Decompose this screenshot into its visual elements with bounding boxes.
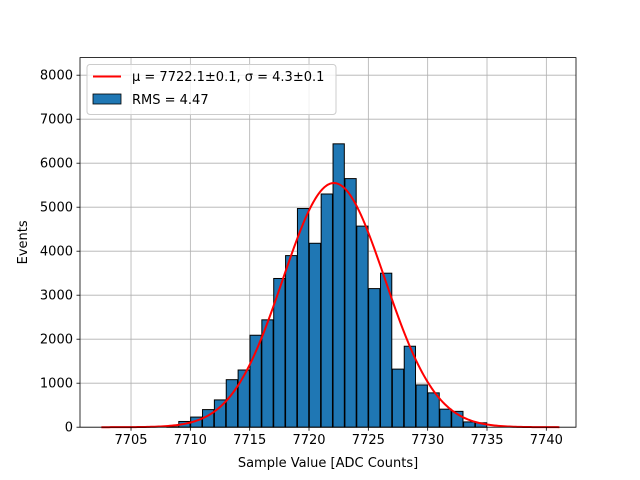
legend-hist-swatch	[92, 93, 122, 105]
y-tick-label: 2000	[40, 333, 73, 348]
histogram-bar	[261, 319, 274, 428]
x-tick-label: 7715	[233, 433, 266, 448]
histogram-bar	[296, 208, 310, 428]
x-tick-label: 7720	[292, 433, 325, 448]
legend: μ = 7722.1±0.1, σ = 4.3±0.1 RMS = 4.47	[86, 64, 337, 115]
y-tick-label: 0	[65, 421, 73, 436]
histogram-bar	[415, 384, 428, 428]
histogram-bar	[285, 255, 298, 428]
histogram-bar	[463, 421, 476, 428]
y-tick-label: 7000	[40, 113, 73, 128]
histogram-bar	[427, 392, 440, 428]
histogram-bar	[344, 178, 357, 428]
histogram-bar	[320, 193, 333, 428]
y-axis-ticks: 0 1000 2000 3000 4000 5000 6000 7000 8000	[40, 69, 80, 436]
histogram-bar	[308, 242, 322, 428]
x-axis-ticks: 7705 7710 7715 7720 7725 7730 7735 7740	[114, 427, 563, 448]
x-tick-label: 7730	[411, 433, 444, 448]
legend-hist-label: RMS = 4.47	[132, 93, 209, 108]
y-tick-label: 4000	[40, 245, 73, 260]
y-tick-label: 6000	[40, 157, 73, 172]
histogram-bar	[249, 334, 262, 428]
legend-box	[86, 64, 337, 115]
y-tick-label: 5000	[40, 201, 73, 216]
x-axis-label: Sample Value [ADC Counts]	[238, 456, 418, 471]
histogram-bars	[166, 143, 488, 428]
x-tick-label: 7725	[352, 433, 385, 448]
x-tick-label: 7735	[470, 433, 503, 448]
fit-curve-group	[101, 182, 560, 429]
legend-fit-label: μ = 7722.1±0.1, σ = 4.3±0.1	[132, 70, 324, 85]
histogram-bar	[225, 379, 239, 428]
x-tick-label: 7710	[174, 433, 207, 448]
x-tick-label: 7740	[530, 433, 563, 448]
histogram-bar	[368, 288, 381, 428]
y-tick-label: 8000	[40, 69, 73, 84]
gaussian-fit-curve	[101, 182, 560, 429]
y-tick-label: 1000	[40, 377, 73, 392]
plot-frame	[79, 57, 577, 428]
histogram-bar	[403, 345, 417, 428]
histogram-bar	[356, 225, 369, 428]
histogram-bar	[439, 408, 452, 428]
histogram-bar	[391, 368, 405, 428]
histogram-bar	[237, 369, 250, 428]
y-tick-label: 3000	[40, 289, 73, 304]
x-tick-label: 7705	[114, 433, 147, 448]
y-axis-label: Events	[16, 220, 31, 264]
